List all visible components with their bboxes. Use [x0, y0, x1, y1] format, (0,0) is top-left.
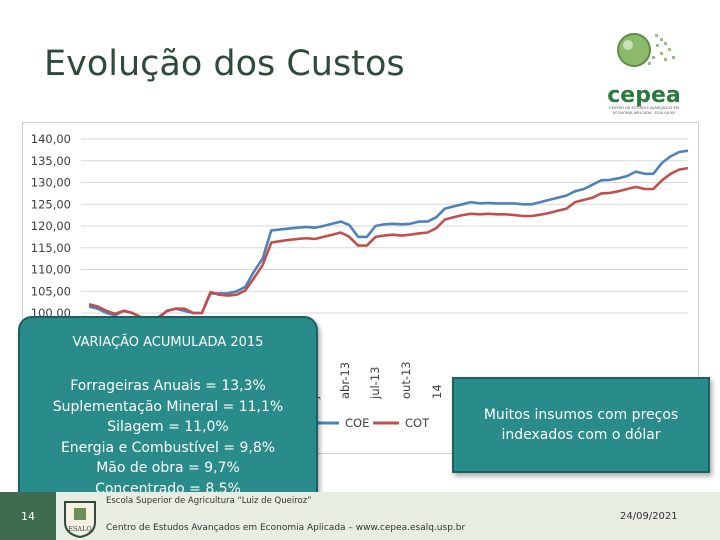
variation-item: Silagem = 11,0%	[107, 419, 229, 435]
variation-item: Suplementação Mineral = 11,1%	[52, 398, 284, 415]
series-line-cot	[88, 166, 689, 321]
page-number: 14	[0, 492, 56, 540]
variation-item: Energia e Combustível = 9,8%	[60, 439, 276, 456]
footer-center: Centro de Estudos Avançados em Economia …	[106, 523, 466, 533]
page-title: Evolução dos Custos	[44, 44, 405, 84]
y-tick-label: 110,00	[31, 263, 71, 277]
variation-item: Forrageiras Anuais = 13,3%	[70, 378, 266, 394]
y-tick-label: 140,00	[31, 132, 71, 146]
legend-label: COT	[405, 416, 430, 430]
svg-text:ESALQ: ESALQ	[68, 525, 92, 533]
cepea-logo: cepea CENTRO DE ESTUDOS AVANÇADOS EM ECO…	[607, 33, 681, 115]
x-tick-label: abr-13	[338, 362, 352, 399]
y-tick-label: 115,00	[31, 241, 71, 255]
variation-list: Forrageiras Anuais = 13,3% Suplementação…	[20, 376, 316, 499]
y-tick-label: 120,00	[31, 219, 71, 233]
footer-date: 24/09/2021	[620, 511, 678, 522]
svg-text:ECONOMIA APLICADA - ESALQ/USP: ECONOMIA APLICADA - ESALQ/USP	[613, 111, 676, 115]
y-tick-label: 125,00	[31, 197, 71, 211]
x-tick-label: jul-13	[368, 367, 382, 400]
esalq-logo: ESALQ	[64, 501, 96, 538]
y-tick-label: 105,00	[31, 284, 71, 298]
legend-label: COE	[345, 416, 369, 430]
footer-bar	[0, 492, 720, 540]
x-tick-label: 14	[430, 384, 444, 399]
variation-item: Mão de obra = 9,7%	[96, 460, 240, 476]
dollar-note-callout: Muitos insumos com preços indexados com …	[452, 377, 710, 473]
variation-callout: VARIAÇÃO ACUMULADA 2015 Forrageiras Anua…	[18, 316, 318, 514]
y-tick-label: 135,00	[31, 154, 71, 168]
globe-icon	[617, 33, 651, 67]
callout-heading: VARIAÇÃO ACUMULADA 2015	[72, 335, 264, 350]
x-tick-label: out-13	[399, 361, 413, 399]
cepea-wordmark: cepea	[607, 83, 680, 108]
svg-text:CENTRO DE ESTUDOS AVANÇADOS EM: CENTRO DE ESTUDOS AVANÇADOS EM	[609, 106, 679, 110]
y-tick-label: 130,00	[31, 176, 71, 190]
footer-institution: Escola Superior de Agricultura “Luiz de …	[106, 496, 312, 506]
